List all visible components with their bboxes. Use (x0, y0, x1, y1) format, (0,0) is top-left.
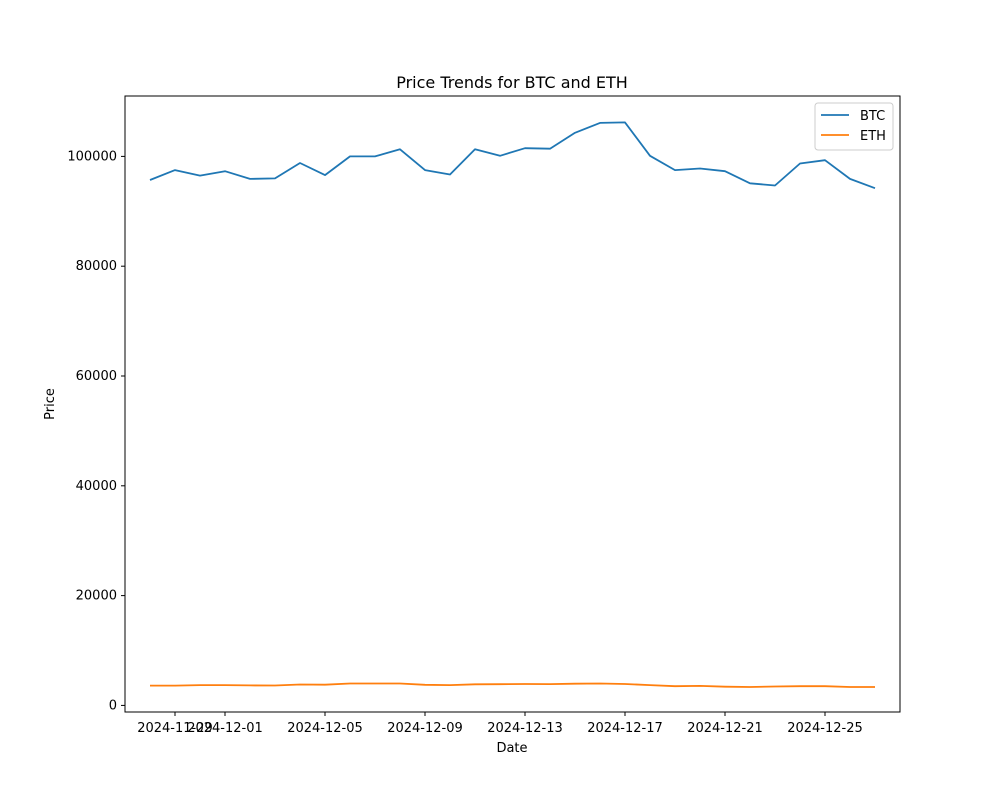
y-tick-label: 100000 (67, 149, 117, 164)
y-tick-label: 40000 (76, 479, 117, 494)
x-tick-label: 2024-12-21 (687, 721, 763, 736)
x-tick-label: 2024-12-25 (787, 721, 863, 736)
x-tick-label: 2024-12-17 (587, 721, 663, 736)
x-tick-label: 2024-12-09 (387, 721, 463, 736)
y-axis-label: Price (43, 388, 58, 420)
plot-lines (149, 121, 876, 688)
chart-title: Price Trends for BTC and ETH (396, 73, 628, 92)
y-tick-label: 60000 (76, 369, 117, 384)
y-axis-ticks: 0 20000 40000 60000 80000 100000 (67, 149, 125, 713)
legend: BTC ETH (814, 102, 894, 151)
series-line-eth (150, 682, 875, 688)
series-line-btc (149, 121, 876, 190)
legend-label-btc: BTC (860, 109, 885, 124)
plot-frame (124, 95, 901, 713)
y-tick-label: 0 (109, 698, 117, 713)
x-tick-label: 2024-12-05 (287, 721, 363, 736)
legend-label-eth: ETH (860, 129, 886, 144)
x-tick-label: 2024-11-29 (137, 721, 213, 736)
y-tick-label: 20000 (76, 589, 117, 604)
x-axis-label: Date (496, 741, 527, 756)
x-tick-label: 2024-12-13 (487, 721, 563, 736)
y-tick-label: 80000 (76, 259, 117, 274)
x-tick-label: 2024-12-01 (187, 721, 263, 736)
